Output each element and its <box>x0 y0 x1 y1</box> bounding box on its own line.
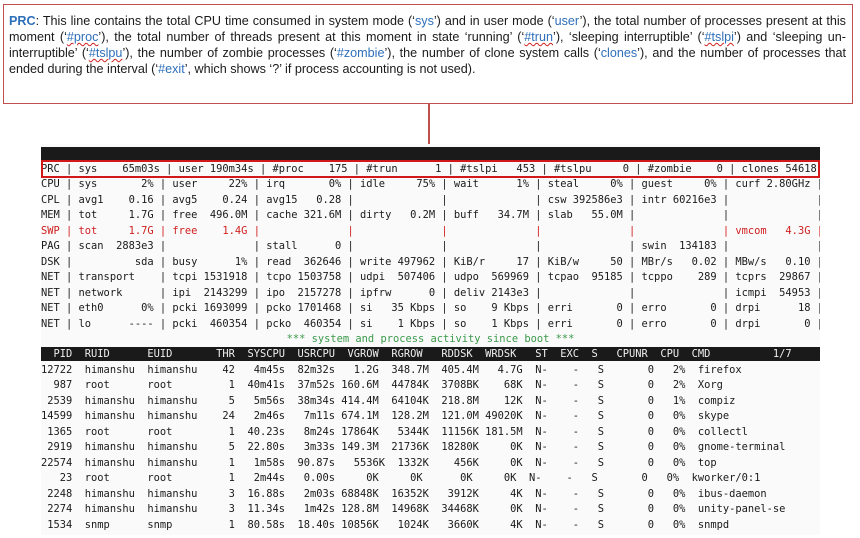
process-row[interactable]: 2919 himanshu himanshu 5 22.80s 3m33s 14… <box>41 441 786 454</box>
sys-line-mem: MEM | tot 1.7G | free 496.0M | cache 321… <box>41 209 820 222</box>
prc-label: PRC <box>9 14 36 28</box>
callout-text: ’) and ‘sleeping un-interruptible’ (‘ <box>9 30 847 60</box>
activity-banner: *** system and process activity since bo… <box>286 333 575 345</box>
process-row[interactable]: 1365 root root 1 40.23s 8m24s 17864K 534… <box>41 425 748 438</box>
term-tslpu: #tslpu <box>88 46 123 60</box>
term-sys: sys <box>414 14 434 28</box>
process-row[interactable]: 22574 himanshu himanshu 1 1m58s 90.87s 5… <box>41 456 717 469</box>
term-exit: #exit <box>158 62 185 76</box>
term-proc: #proc <box>66 30 99 44</box>
sys-line-swp: SWP | tot 1.7G | free 1.4G | | | | | | v… <box>41 224 820 237</box>
sys-line-net: NET | lo ---- | pcki 460354 | pcko 46035… <box>41 317 820 330</box>
term-trun: #trun <box>524 30 554 44</box>
callout-leader-line <box>428 104 430 160</box>
callout-text: : This line contains the total CPU time … <box>35 14 415 28</box>
sys-line-cpl: CPL | avg1 0.16 | avg5 0.24 | avg15 0.28… <box>41 193 820 206</box>
process-row[interactable]: 987 root root 1 40m41s 37m52s 160.6M 447… <box>41 379 723 392</box>
prc-explanation-callout: PRC: This line contains the total CPU ti… <box>3 4 853 104</box>
term-zombie: #zombie <box>336 46 385 60</box>
term-user: user <box>554 14 580 28</box>
callout-text: ’), the number of clone system calls (‘ <box>384 46 601 60</box>
process-row[interactable]: 2539 himanshu himanshu 5 5m56s 38m34s 41… <box>41 394 736 407</box>
sys-line-cpu: CPU | sys 2% | user 22% | irq 0% | idle … <box>41 178 820 191</box>
process-row[interactable]: 14599 himanshu himanshu 24 2m46s 7m11s 6… <box>41 410 730 423</box>
atop-title-bar: ATOP - himanshu-desktop 2015/05/06 15:38… <box>41 147 820 161</box>
process-row[interactable]: 2248 himanshu himanshu 3 16.88s 2m03s 68… <box>41 487 767 500</box>
sys-line-dsk: DSK | sda | busy 1% | read 362646 | writ… <box>41 255 820 268</box>
term-clones: clones <box>600 46 638 60</box>
callout-text: ’), ‘sleeping interruptible’ (‘ <box>553 30 705 44</box>
sys-line-pag: PAG | scan 2883e3 | | stall 0 | | | | sw… <box>41 240 820 253</box>
process-row[interactable]: 1534 snmp snmp 1 80.58s 18.40s 10856K 10… <box>41 518 730 531</box>
process-row[interactable]: 2274 himanshu himanshu 3 11.34s 1m42s 12… <box>41 503 786 516</box>
process-row[interactable]: 23 root root 1 2m44s 0.00s 0K 0K 0K 0K N… <box>41 472 761 485</box>
callout-text: ’), the number of zombie processes (‘ <box>122 46 337 60</box>
term-tslpi: #tslpi <box>704 30 734 44</box>
sys-line-net: NET | eth0 0% | pcki 1693099 | pcko 1701… <box>41 302 820 315</box>
process-row[interactable]: 12722 himanshu himanshu 42 4m45s 82m32s … <box>41 364 742 376</box>
callout-text: ’), the total number of processes presen… <box>9 14 846 44</box>
callout-text: ’), and the number of processes that end… <box>9 46 846 76</box>
sys-line-prc: PRC | sys 65m03s | user 190m34s | #proc … <box>41 163 817 175</box>
callout-text: ’), the total number of threads present … <box>98 30 525 44</box>
callout-text: ’, which shows ‘?’ if process accounting… <box>184 62 476 76</box>
atop-terminal[interactable]: ATOP - himanshu-desktop 2015/05/06 15:38… <box>41 144 820 535</box>
sys-line-net: NET | transport | tcpi 1531918 | tcpo 15… <box>41 271 820 284</box>
process-table-header: PID RUID EUID THR SYSCPU USRCPU VGROW RG… <box>41 347 820 361</box>
prc-highlight-box <box>41 160 820 178</box>
sys-line-net: NET | network | ipi 2143299 | ipo 215727… <box>41 286 820 299</box>
callout-text: ’) and in user mode (‘ <box>433 14 555 28</box>
